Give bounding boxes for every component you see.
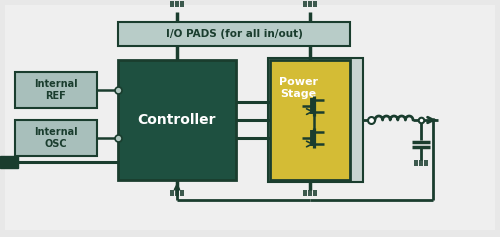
Bar <box>15 72 97 108</box>
Bar <box>268 58 363 182</box>
Text: Power
Stage: Power Stage <box>278 77 318 99</box>
Bar <box>118 22 350 46</box>
Text: Controller: Controller <box>138 113 216 127</box>
Bar <box>270 60 350 180</box>
Bar <box>0 156 18 168</box>
Bar <box>15 120 97 156</box>
Text: Internal
OSC: Internal OSC <box>34 127 78 149</box>
Text: Internal
REF: Internal REF <box>34 79 78 101</box>
Text: I/O PADS (for all in/out): I/O PADS (for all in/out) <box>166 29 302 39</box>
Bar <box>118 60 236 180</box>
